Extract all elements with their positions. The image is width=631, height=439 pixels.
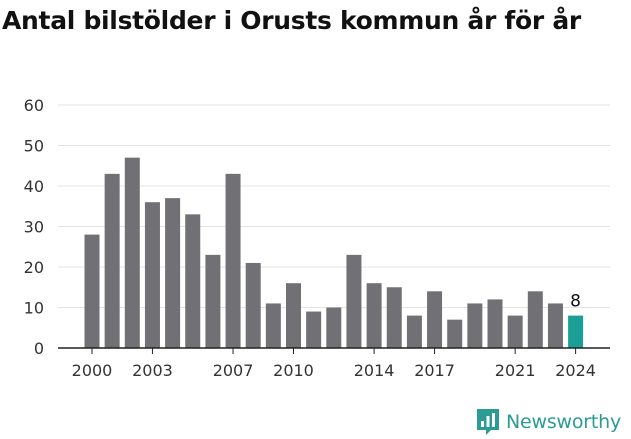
bar-2019 — [467, 303, 483, 348]
bar-2011 — [306, 311, 322, 348]
brand-logo: Newsworthy — [476, 407, 621, 437]
y-tick-label: 20 — [24, 258, 44, 277]
data-label: 8 — [570, 292, 581, 312]
bar-2009 — [265, 303, 281, 348]
newsworthy-logo-icon — [477, 409, 499, 435]
bar-2015 — [386, 287, 402, 348]
bar-2021 — [507, 315, 523, 348]
bar-2005 — [185, 214, 201, 348]
x-axis-ticks: 2000 2003 2007 2010 2014 2017 2021 2024 — [72, 348, 596, 380]
y-axis-labels: 0 10 20 30 40 50 60 — [24, 96, 44, 358]
bar-2008 — [245, 262, 261, 348]
bar-2017 — [427, 291, 443, 348]
bar-2012 — [326, 307, 342, 348]
bar-2002 — [124, 157, 140, 348]
y-tick-label: 10 — [24, 299, 44, 318]
x-tick-label: 2021 — [495, 361, 536, 380]
bar-2016 — [406, 315, 422, 348]
x-tick-label: 2017 — [414, 361, 455, 380]
chart-title: Antal bilstölder i Orusts kommun år för … — [2, 6, 581, 35]
annotations: 8 — [570, 292, 581, 312]
x-tick-label: 2000 — [72, 361, 113, 380]
bar-2004 — [165, 198, 181, 348]
bar-2001 — [104, 173, 120, 348]
bar-2022 — [527, 291, 543, 348]
bar-2010 — [286, 283, 301, 348]
bar-2006 — [205, 254, 221, 348]
bar-2023 — [547, 303, 563, 348]
x-tick-label: 2007 — [213, 361, 254, 380]
bar-2024 — [568, 315, 584, 348]
bar-2003 — [144, 202, 160, 348]
x-tick-label: 2003 — [132, 361, 173, 380]
y-tick-label: 40 — [24, 177, 44, 196]
x-tick-label: 2024 — [555, 361, 596, 380]
bar-2018 — [447, 319, 463, 348]
y-tick-label: 50 — [24, 137, 44, 156]
bar-2020 — [487, 299, 503, 348]
y-tick-label: 60 — [24, 96, 44, 115]
bar-2013 — [346, 254, 362, 348]
y-tick-label: 0 — [34, 339, 44, 358]
brand-name: Newsworthy — [506, 411, 622, 433]
x-tick-label: 2014 — [354, 361, 395, 380]
gridlines — [58, 104, 610, 308]
y-tick-label: 30 — [24, 218, 44, 237]
bar-2014 — [366, 283, 382, 348]
bar-2007 — [225, 173, 241, 348]
bars — [84, 157, 584, 348]
x-tick-label: 2010 — [273, 361, 314, 380]
bar-2000 — [84, 234, 100, 348]
